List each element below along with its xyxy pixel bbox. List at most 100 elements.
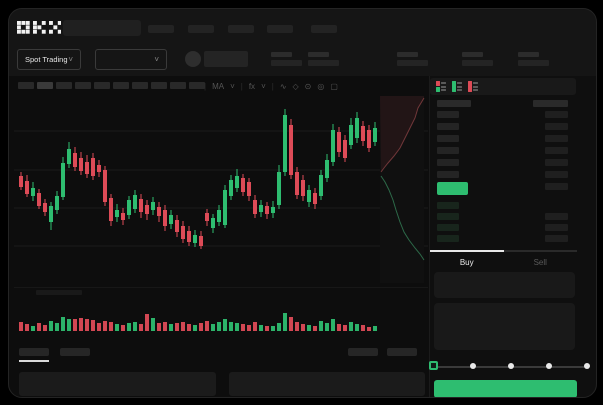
- icon-line: [473, 82, 478, 84]
- icon-lines-column: [441, 81, 446, 92]
- chevron-down-icon[interactable]: ˅: [230, 81, 235, 91]
- search-input[interactable]: [63, 20, 141, 36]
- submit-buy-button[interactable]: [434, 380, 577, 398]
- timeframe-button[interactable]: [113, 82, 129, 89]
- stat-value-placeholder: [308, 60, 339, 66]
- bid-price-placeholder: [437, 235, 459, 242]
- nav-item[interactable]: [267, 25, 293, 33]
- icon-color-cell: [436, 87, 440, 92]
- nav-item[interactable]: [148, 25, 174, 33]
- bid-size-placeholder: [545, 213, 568, 220]
- stat-value-placeholder: [518, 60, 549, 66]
- orderbook-last-price-bar[interactable]: [437, 182, 468, 195]
- book-bids-icon[interactable]: [452, 81, 463, 92]
- ask-price-placeholder: [437, 111, 459, 118]
- depth-asks-area: [380, 96, 424, 172]
- order-input-field[interactable]: [434, 303, 575, 350]
- bid-size-placeholder: [545, 224, 568, 231]
- compare-icon[interactable]: fx: [248, 81, 256, 91]
- bid-price-placeholder: [437, 224, 459, 231]
- nav-item[interactable]: [188, 25, 214, 33]
- line-tool-icon[interactable]: ∿: [279, 81, 287, 91]
- stat-value-placeholder: [462, 60, 493, 66]
- timeframe-button[interactable]: [18, 82, 34, 89]
- nav-item[interactable]: [228, 25, 254, 33]
- icon-color-column: [452, 81, 456, 92]
- icon-color-cell: [468, 81, 472, 92]
- depth-bids-line: [380, 175, 425, 261]
- amount-slider-handle[interactable]: [429, 361, 438, 370]
- separator: |: [240, 81, 243, 91]
- bid-price-placeholder: [437, 213, 459, 220]
- pair-dropdown[interactable]: ˅: [95, 49, 167, 70]
- okx-logo[interactable]: [17, 21, 61, 34]
- stat-label-placeholder: [271, 52, 292, 57]
- header-background: [8, 8, 597, 76]
- timeframe-button[interactable]: [94, 82, 110, 89]
- icon-color-column: [468, 81, 472, 92]
- ticker-stat: [462, 52, 494, 67]
- book-asks-icon[interactable]: [468, 81, 479, 92]
- ask-size-placeholder: [545, 159, 568, 166]
- time-axis-placeholder: [36, 290, 82, 295]
- chevron-down-icon[interactable]: ˅: [261, 81, 266, 91]
- timeframe-button[interactable]: [37, 82, 53, 89]
- bottom-tab[interactable]: [19, 348, 49, 356]
- nav-item[interactable]: [311, 25, 337, 33]
- bid-size-placeholder: [545, 235, 568, 242]
- icon-color-cell: [436, 81, 440, 86]
- candles-group: [19, 109, 377, 249]
- timeframe-button[interactable]: [189, 82, 205, 89]
- timeframe-button[interactable]: [56, 82, 72, 89]
- chart-tools: | MA ˅ | fx ˅ | ∿ ◇ ⊙ ◎ ▢: [204, 79, 338, 93]
- icon-line: [441, 89, 446, 91]
- slider-stop-dot[interactable]: [546, 363, 552, 369]
- reload-icon[interactable]: ◎: [317, 81, 325, 91]
- ask-size-placeholder: [545, 123, 568, 130]
- camera-icon[interactable]: ⊙: [304, 81, 312, 91]
- trade-tabs: Buy Sell: [430, 250, 577, 272]
- ticker-stat: [308, 52, 340, 67]
- slider-stop-dot[interactable]: [470, 363, 476, 369]
- timeframe-button[interactable]: [151, 82, 167, 89]
- tab-sell[interactable]: Sell: [503, 250, 577, 272]
- stat-label-placeholder: [462, 52, 483, 57]
- tab-buy[interactable]: Buy: [430, 250, 504, 272]
- market-type-dropdown[interactable]: Spot Trading ˅: [17, 49, 81, 70]
- icon-line: [457, 89, 462, 91]
- bottom-action[interactable]: [387, 348, 417, 356]
- ticker-stat: [271, 52, 303, 67]
- bottom-action[interactable]: [348, 348, 378, 356]
- fullscreen-icon[interactable]: ▢: [330, 81, 338, 91]
- icon-line: [441, 82, 446, 84]
- chevron-down-icon: ˅: [68, 54, 73, 64]
- brush-icon[interactable]: ◇: [292, 81, 299, 91]
- market-type-label: Spot Trading: [25, 55, 68, 64]
- volume-bars-group: [19, 313, 377, 331]
- separator: |: [204, 81, 207, 91]
- ticker-stat: [397, 52, 429, 67]
- slider-stop-dot[interactable]: [584, 363, 590, 369]
- book-both-icon[interactable]: [436, 81, 447, 92]
- timeframe-button[interactable]: [170, 82, 186, 89]
- orderbook-header-placeholder: [437, 100, 471, 107]
- stat-label-placeholder: [518, 52, 539, 57]
- depth-region: [380, 96, 424, 283]
- icon-color-cell: [452, 81, 456, 92]
- slider-stop-dot[interactable]: [508, 363, 514, 369]
- ask-price-placeholder: [437, 147, 459, 154]
- last-price-placeholder: [204, 51, 248, 67]
- bid-price-placeholder: [437, 202, 459, 209]
- ask-size-placeholder: [545, 147, 568, 154]
- timeframe-button[interactable]: [132, 82, 148, 89]
- timeframe-button[interactable]: [75, 82, 91, 89]
- bottom-tab[interactable]: [60, 348, 90, 356]
- icon-line: [473, 85, 478, 88]
- indicator-icon[interactable]: MA: [212, 81, 225, 91]
- order-input-field[interactable]: [434, 272, 575, 298]
- stat-value-placeholder: [397, 60, 428, 66]
- ask-price-placeholder: [437, 171, 459, 178]
- candlestick-chart[interactable]: [14, 96, 428, 333]
- ask-price-placeholder: [437, 159, 459, 166]
